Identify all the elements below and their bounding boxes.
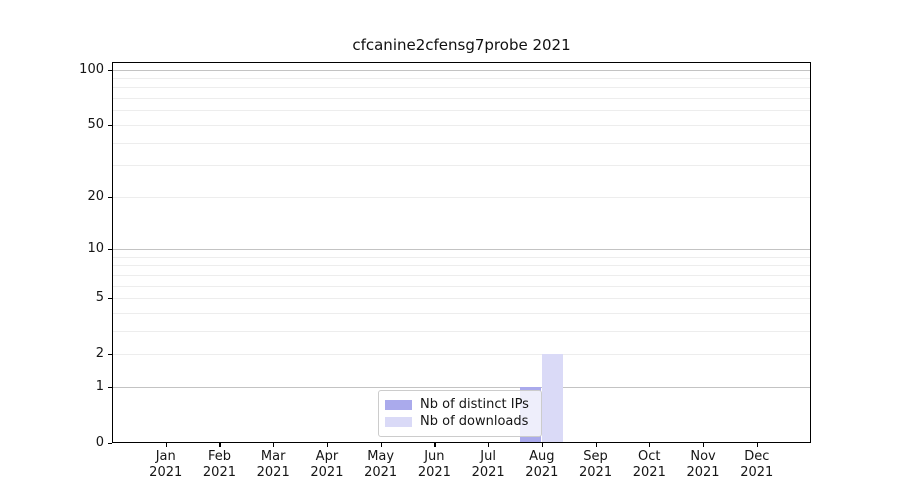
x-tick-mark bbox=[595, 443, 597, 447]
gridline-minor bbox=[112, 285, 811, 287]
x-tick-label: Nov 2021 bbox=[686, 449, 720, 480]
x-tick-mark bbox=[756, 443, 758, 447]
gridline-minor bbox=[112, 142, 811, 144]
gridline-minor bbox=[112, 78, 811, 80]
x-tick-mark bbox=[541, 443, 544, 447]
x-tick-label: Jul 2021 bbox=[471, 449, 505, 480]
x-tick-mark bbox=[219, 443, 221, 447]
gridline-minor bbox=[112, 87, 811, 89]
x-tick-label: Oct 2021 bbox=[632, 449, 666, 480]
x-tick-mark bbox=[273, 443, 275, 447]
y-tick-mark bbox=[108, 124, 112, 127]
gridline-major bbox=[112, 69, 811, 71]
x-tick-label: Mar 2021 bbox=[256, 449, 290, 480]
y-tick-label: 100 bbox=[79, 61, 104, 77]
x-tick-mark bbox=[703, 443, 705, 447]
legend-swatch-downloads bbox=[385, 416, 412, 427]
gridline-minor bbox=[112, 256, 811, 258]
gridline-minor bbox=[112, 330, 811, 332]
x-tick-mark bbox=[380, 443, 382, 447]
y-tick-mark bbox=[108, 69, 112, 71]
gridline-minor bbox=[112, 98, 811, 100]
x-tick-label: Dec 2021 bbox=[740, 449, 774, 480]
gridline-minor bbox=[112, 274, 811, 276]
y-tick-label: 0 bbox=[95, 435, 104, 450]
gridline-minor bbox=[112, 124, 811, 126]
y-tick-label: 1 bbox=[95, 378, 104, 394]
y-tick-mark bbox=[108, 386, 112, 389]
x-tick-label: Feb 2021 bbox=[202, 449, 236, 480]
y-tick-mark bbox=[108, 354, 112, 356]
y-tick-mark bbox=[108, 249, 112, 251]
x-tick-label: Jan 2021 bbox=[149, 449, 183, 480]
y-tick-label: 5 bbox=[95, 290, 104, 306]
gridline-minor bbox=[112, 354, 811, 356]
y-tick-label: 10 bbox=[87, 241, 104, 256]
y-tick-label: 2 bbox=[95, 346, 104, 362]
legend-label-downloads: Nb of downloads bbox=[420, 414, 529, 429]
y-tick-mark bbox=[108, 443, 112, 445]
chart-title: cfcanine2cfensg7probe 2021 bbox=[352, 36, 571, 54]
plot-frame bbox=[112, 62, 811, 443]
x-tick-label: Apr 2021 bbox=[310, 449, 344, 480]
gridline-minor bbox=[112, 165, 811, 167]
x-tick-mark bbox=[649, 443, 651, 447]
legend-swatch-distinct-ips bbox=[385, 399, 412, 410]
y-tick-label: 20 bbox=[87, 188, 104, 204]
x-tick-mark bbox=[434, 443, 436, 447]
x-tick-label: Jun 2021 bbox=[417, 449, 451, 480]
y-tick-mark bbox=[108, 196, 112, 198]
gridline-minor bbox=[112, 110, 811, 112]
legend-item-downloads: Nb of downloads bbox=[385, 413, 534, 430]
bar-nb-of-downloads bbox=[542, 354, 564, 443]
gridline-major bbox=[112, 386, 811, 388]
x-tick-label: May 2021 bbox=[364, 449, 398, 480]
x-tick-label: Aug 2021 bbox=[525, 449, 559, 480]
x-tick-mark bbox=[488, 443, 490, 447]
legend-label-distinct-ips: Nb of distinct IPs bbox=[420, 397, 529, 412]
legend-item-distinct-ips: Nb of distinct IPs bbox=[385, 396, 534, 413]
gridline-minor bbox=[112, 265, 811, 267]
x-tick-mark bbox=[165, 443, 167, 447]
gridline-minor bbox=[112, 312, 811, 314]
y-tick-label: 50 bbox=[87, 116, 104, 132]
gridline-major bbox=[112, 249, 811, 250]
y-tick-mark bbox=[108, 298, 112, 300]
gridline-minor bbox=[112, 298, 811, 300]
gridline-minor bbox=[112, 196, 811, 198]
legend: Nb of distinct IPs Nb of downloads bbox=[378, 390, 542, 437]
x-tick-label: Sep 2021 bbox=[579, 449, 613, 480]
x-tick-mark bbox=[326, 443, 329, 447]
